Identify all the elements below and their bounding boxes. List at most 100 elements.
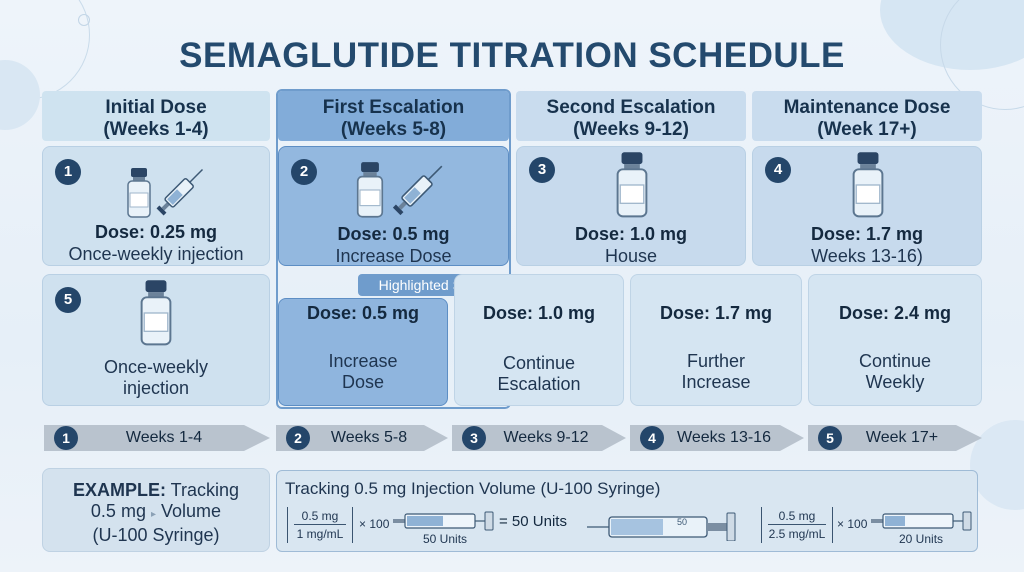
dose-label: Dose: 1.0 mg	[574, 224, 688, 244]
dose-card-0-5mg: Dose: 0.5 mg Increase Dose	[278, 298, 448, 406]
step-description-line2: injection	[122, 378, 190, 398]
dose-note-line1: Continue	[502, 353, 576, 373]
timeline-number-badge: 4	[640, 426, 664, 450]
vial-icon	[356, 162, 384, 218]
syringe-icon	[393, 511, 494, 531]
step-number-badge: 4	[765, 157, 791, 183]
arrow-shape	[452, 425, 626, 451]
example-box: EXAMPLE: Tracking 0.5 mg ▸ Volume (U-100…	[42, 468, 270, 552]
dose-label: Dose: 2.4 mg	[838, 303, 952, 323]
phase-header-line2: (Week 17+)	[817, 119, 917, 140]
background-circle	[78, 14, 90, 26]
phase-header-second-escalation: Second Escalation (Weeks 9-12)	[516, 91, 746, 141]
phase-header-maintenance: Maintenance Dose (Week 17+)	[752, 91, 982, 141]
phase-header-line2: (Weeks 9-12)	[573, 119, 689, 140]
timeline-arrow-5: 5 Week 17+	[808, 423, 984, 453]
timeline-arrow-4: 4 Weeks 13-16	[630, 423, 806, 453]
equals-result: = 50 Units	[499, 513, 567, 530]
dose-label: Dose: 0.25 mg	[94, 222, 218, 242]
phase-header-line1: First Escalation	[322, 97, 465, 118]
example-line2: 0.5 mg ▸ Volume	[43, 501, 269, 525]
example-line1: EXAMPLE: Tracking	[43, 480, 269, 501]
fraction-2-numerator: 0.5 mg	[778, 509, 816, 523]
dose-note-line2: Weekly	[865, 372, 925, 392]
units-label-2: 20 Units	[899, 532, 944, 546]
step-card-1: 1 Dose: 0.25 mg Once-weekly injection	[42, 146, 270, 266]
dose-description: House	[604, 246, 658, 266]
dose-description: Weeks 13-16)	[811, 246, 923, 266]
step-number-badge: 1	[55, 159, 81, 185]
phase-header-line1: Initial Dose	[105, 97, 207, 118]
dose-label: Dose: 0.5 mg	[337, 224, 450, 244]
timeline-label: Weeks 5-8	[330, 429, 408, 446]
dose-label: Dose: 0.5 mg	[306, 303, 420, 323]
phase-header-line1: Maintenance Dose	[783, 97, 951, 118]
dose-description: Once-weekly injection	[68, 244, 244, 264]
arrow-shape	[630, 425, 804, 451]
phase-header-line1: Second Escalation	[546, 97, 716, 118]
arrow-shape	[44, 425, 270, 451]
page-title: SEMAGLUTIDE TITRATION SCHEDULE	[179, 36, 845, 75]
small-arrow-icon: ▸	[150, 509, 156, 520]
timeline-arrow-1: 1 Weeks 1-4	[44, 423, 272, 453]
phase-header-first-escalation: First Escalation (Weeks 5-8)	[278, 91, 509, 141]
units-label-1: 50 Units	[423, 532, 468, 546]
step-number-badge: 2	[291, 159, 317, 185]
syringe-icon	[587, 512, 736, 541]
fraction-2-denominator: 2.5 mg/mL	[768, 527, 826, 541]
tracking-panel: Tracking 0.5 mg Injection Volume (U-100 …	[276, 470, 978, 552]
step-card-3: 3 Dose: 1.0 mg House	[516, 146, 746, 266]
dose-card-2-4mg: Dose: 2.4 mg Continue Weekly	[808, 274, 982, 406]
vial-icon	[852, 152, 884, 218]
phase-header-line2: (Weeks 5-8)	[340, 119, 447, 140]
example-dose: 0.5 mg	[90, 501, 146, 521]
dose-note-line1: Continue	[858, 351, 932, 371]
dose-label: Dose: 1.7 mg	[810, 224, 924, 244]
phase-header-initial: Initial Dose (Weeks 1-4)	[42, 91, 270, 141]
step-card-2: 2 Dose: 0.5 mg Increase Dose	[278, 146, 509, 266]
arrow-shape	[276, 425, 448, 451]
syringe-icon	[392, 165, 443, 216]
step-description-line1: Once-weekly	[103, 357, 209, 377]
fraction-1-denominator: 1 mg/mL	[296, 527, 344, 541]
timeline-arrow-2: 2 Weeks 5-8	[276, 423, 450, 453]
step-number-badge: 5	[55, 287, 81, 313]
vial-icon	[140, 280, 172, 346]
syringe-icon	[871, 511, 972, 531]
phase-header-line2: (Weeks 1-4)	[103, 119, 209, 140]
dose-card-1-7mg: Dose: 1.7 mg Further Increase	[630, 274, 802, 406]
tracking-title: Tracking 0.5 mg Injection Volume (U-100 …	[285, 479, 661, 498]
timeline-number-badge: 3	[462, 426, 486, 450]
timeline-number-badge: 1	[54, 426, 78, 450]
dose-label: Dose: 1.7 mg	[659, 303, 773, 323]
fraction-1: 0.5 mg 1 mg/mL	[287, 507, 353, 543]
timeline-label: Week 17+	[865, 429, 939, 446]
example-line3: (U-100 Syringe)	[92, 525, 220, 545]
syringe-icon	[156, 168, 204, 216]
timeline-label: Weeks 9-12	[503, 429, 589, 446]
example-line1-text: Tracking	[165, 480, 240, 500]
syringe-scale-mark: 50	[677, 517, 688, 527]
example-volume: Volume	[161, 501, 222, 521]
fraction-2: 0.5 mg 2.5 mg/mL	[761, 507, 833, 543]
step-card-5: 5 Once-weekly injection	[42, 274, 270, 406]
fraction-bar	[294, 524, 346, 525]
vial-icon	[616, 152, 648, 218]
timeline-label: Weeks 13-16	[677, 429, 771, 446]
timeline-number-badge: 2	[286, 426, 310, 450]
dose-note-line2: Escalation	[497, 374, 581, 394]
timeline-arrow-3: 3 Weeks 9-12	[452, 423, 628, 453]
step-number-badge: 3	[529, 157, 555, 183]
multiply-label-2: × 100	[837, 517, 868, 531]
example-bold-label: EXAMPLE:	[72, 480, 166, 500]
timeline-label: Weeks 1-4	[125, 429, 203, 446]
vial-icon	[127, 168, 151, 218]
timeline-number-badge: 5	[818, 426, 842, 450]
highlight-outline	[276, 89, 511, 409]
dose-note-line1: Increase	[328, 351, 398, 371]
multiply-label-1: × 100	[359, 517, 390, 531]
arrow-shape	[808, 425, 982, 451]
dose-note-line2: Increase	[681, 372, 751, 392]
fraction-1-numerator: 0.5 mg	[301, 509, 339, 523]
dose-card-1-0mg: Dose: 1.0 mg Continue Escalation	[454, 274, 624, 406]
